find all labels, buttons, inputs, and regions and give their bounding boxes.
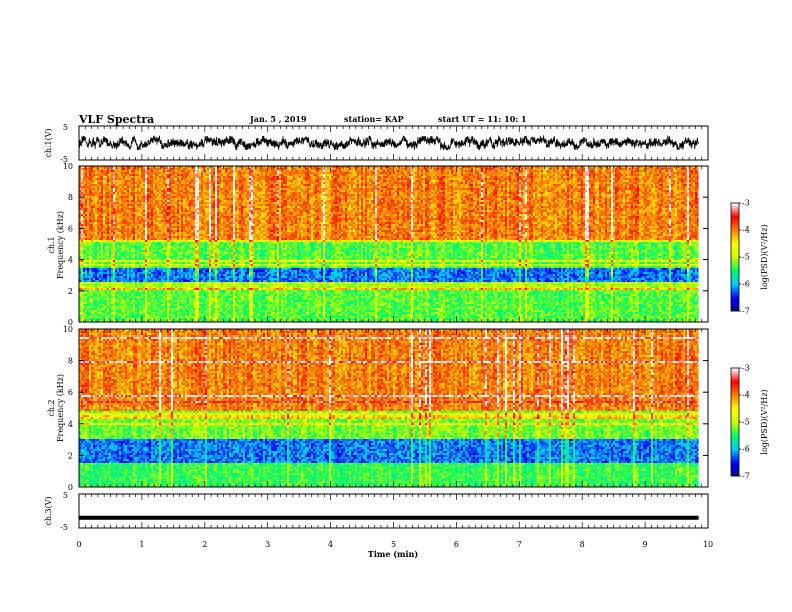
ch1-spectrogram-ylabel: ch.1Frequency (kHz) (47, 211, 65, 279)
ch1-freq-tick: 8 (68, 193, 73, 202)
vlf-figure: ch.1(V) 5 -5 ch.1Frequency (kHz) 0246810… (0, 0, 792, 612)
time-tick-label: 0 (76, 540, 81, 549)
ch1-waveform-ylabel: ch.1(V) (44, 128, 53, 157)
time-tick-label: 5 (391, 540, 396, 549)
colorbar-tick-label: -4 (742, 226, 750, 235)
ch1-waveform-line (79, 136, 698, 150)
colorbar-tick-label: -3 (742, 199, 750, 208)
time-tick-label: 2 (202, 540, 207, 549)
colorbar-tick-label: -4 (742, 391, 750, 400)
ch2-colorbar: -3 -4 -5 -6 -7 log(PSD)(V²/Hz) (731, 364, 769, 481)
ch1-freq-tick: 10 (63, 162, 73, 171)
time-tick-label: 10 (703, 540, 713, 549)
colorbar-tick-label: -3 (742, 364, 750, 373)
ch3-waveform-panel: ch.3(V) 5 -5 (44, 491, 708, 532)
time-tick-label: 3 (265, 540, 270, 549)
colorbar-tick-label: -7 (742, 307, 750, 316)
colorbar-tick-label: -5 (742, 253, 750, 262)
time-tick-label: 8 (580, 540, 585, 549)
colorbar-tick-label: -5 (742, 418, 750, 427)
time-tick-label: 9 (643, 540, 648, 549)
ch2-freq-tick: 0 (68, 483, 73, 492)
ch3-waveform-ylabel: ch.3(V) (44, 496, 53, 525)
colorbar-tick-label: -6 (742, 445, 750, 454)
ch2-freq-tick: 4 (68, 420, 73, 429)
time-tick-label: 6 (454, 540, 459, 549)
ch2-freq-tick: 8 (68, 357, 73, 366)
ch1-waveform-panel: ch.1(V) 5 -5 (44, 123, 708, 164)
ch2-spectrogram-ylabel: ch.2Frequency (kHz) (47, 374, 65, 442)
colorbar-label: log(PSD)(V²/Hz) (760, 224, 769, 289)
time-tick-label: 4 (328, 540, 333, 549)
time-axis-label: Time (min) (368, 549, 418, 559)
ch1-colorbar: -3 -4 -5 -6 -7 log(PSD)(V²/Hz) (731, 199, 769, 316)
ch1-freq-tick: 2 (68, 287, 73, 296)
ch3-waveform-ytick-bottom: -5 (60, 523, 68, 532)
time-tick-label: 1 (139, 540, 144, 549)
ch1-freq-tick: 4 (68, 256, 73, 265)
ch1-waveform-ytick-top: 5 (63, 123, 68, 132)
time-tick-label: 7 (517, 540, 522, 549)
ch1-freq-tick: 6 (68, 224, 73, 233)
colorbar-tick-label: -7 (742, 472, 750, 481)
ch2-freq-tick: 10 (63, 325, 73, 334)
colorbar-label: log(PSD)(V²/Hz) (760, 389, 769, 454)
ch2-spectrogram-cells (79, 329, 699, 487)
ch3-waveform-ytick-top: 5 (63, 491, 68, 500)
ch2-spectrogram-panel: ch.2Frequency (kHz) 0 2 4 6 8 10 (47, 325, 708, 492)
time-axis: 0 1 2 3 4 5 6 7 8 9 10 (76, 540, 713, 549)
ch2-freq-tick: 6 (68, 388, 73, 397)
colorbar-tick-label: -6 (742, 280, 750, 289)
ch2-freq-tick: 2 (68, 451, 73, 460)
ch1-spectrogram-cells (79, 166, 699, 322)
